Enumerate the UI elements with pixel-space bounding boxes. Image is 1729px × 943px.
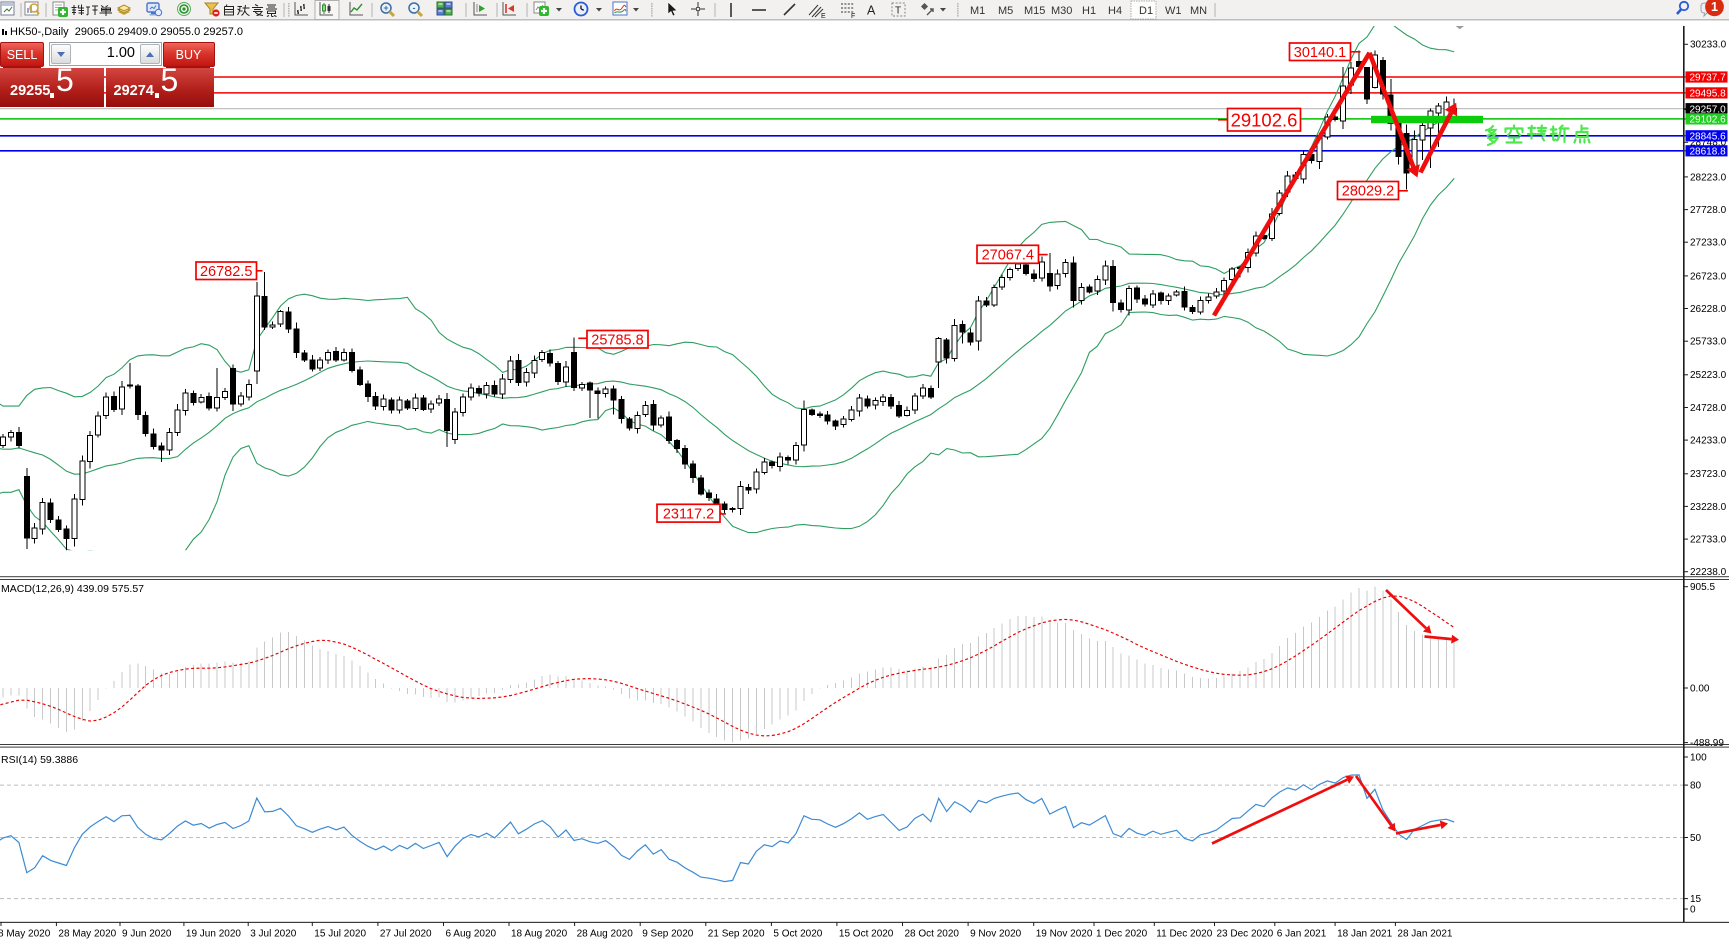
svg-text:8 May 2020: 8 May 2020 <box>0 929 51 940</box>
svg-text:15 Oct 2020: 15 Oct 2020 <box>839 929 894 940</box>
svg-text:30140.1: 30140.1 <box>1294 45 1346 61</box>
svg-text:19 Nov 2020: 19 Nov 2020 <box>1036 929 1093 940</box>
svg-text:27728.0: 27728.0 <box>1690 205 1727 216</box>
svg-text:28618.8: 28618.8 <box>1690 146 1727 157</box>
svg-text:50: 50 <box>1690 833 1702 844</box>
svg-text:24233.0: 24233.0 <box>1690 436 1727 447</box>
svg-text:RSI(14) 59.3886: RSI(14) 59.3886 <box>1 754 78 766</box>
svg-text:22238.0: 22238.0 <box>1690 567 1727 578</box>
svg-text:28 Aug 2020: 28 Aug 2020 <box>577 929 634 940</box>
svg-text:0.00: 0.00 <box>1690 683 1710 694</box>
svg-text:26723.0: 26723.0 <box>1690 271 1727 282</box>
svg-text:5 Oct 2020: 5 Oct 2020 <box>773 929 822 940</box>
svg-text:28029.2: 28029.2 <box>1342 184 1394 200</box>
svg-text:-488.99: -488.99 <box>1690 738 1724 749</box>
svg-text:6 Jan 2021: 6 Jan 2021 <box>1277 929 1327 940</box>
svg-text:H1: H1 <box>1082 5 1096 17</box>
svg-text:29737.7: 29737.7 <box>1690 73 1727 84</box>
svg-text:1 Dec 2020: 1 Dec 2020 <box>1096 929 1148 940</box>
svg-text:11 Dec 2020: 11 Dec 2020 <box>1156 929 1212 940</box>
svg-text:28 Oct 2020: 28 Oct 2020 <box>905 929 960 940</box>
svg-text:25733.0: 25733.0 <box>1690 337 1727 348</box>
svg-text:100: 100 <box>1690 752 1707 763</box>
svg-text:D1: D1 <box>1139 5 1153 17</box>
svg-text:1: 1 <box>1711 0 1718 14</box>
svg-text:T: T <box>895 6 901 17</box>
svg-text:29102.6: 29102.6 <box>1690 115 1727 126</box>
svg-text:27067.4: 27067.4 <box>982 248 1034 264</box>
svg-text:28748.0: 28748.0 <box>1690 138 1727 149</box>
svg-text:3 Jul 2020: 3 Jul 2020 <box>250 929 297 940</box>
svg-text:80: 80 <box>1690 781 1702 792</box>
svg-text:-: - <box>413 3 416 13</box>
svg-text:23228.0: 23228.0 <box>1690 502 1727 513</box>
svg-text:22733.0: 22733.0 <box>1690 535 1727 546</box>
svg-text:905.5: 905.5 <box>1690 582 1715 593</box>
svg-text:M15: M15 <box>1024 5 1045 17</box>
svg-text:28845.6: 28845.6 <box>1690 131 1727 142</box>
svg-text:30233.0: 30233.0 <box>1690 40 1727 51</box>
svg-text:HK50-,Daily 29065.0 29409.0 2: HK50-,Daily 29065.0 29409.0 29055.0 2925… <box>10 26 243 38</box>
svg-text:23117.2: 23117.2 <box>663 506 714 522</box>
svg-text:9 Nov 2020: 9 Nov 2020 <box>970 929 1022 940</box>
svg-text:E: E <box>821 13 826 20</box>
svg-text:25223.0: 25223.0 <box>1690 370 1727 381</box>
svg-text:23 Dec 2020: 23 Dec 2020 <box>1217 929 1274 940</box>
svg-text:26782.5: 26782.5 <box>200 264 252 280</box>
svg-text:23723.0: 23723.0 <box>1690 469 1727 480</box>
svg-text:MN: MN <box>1190 5 1207 17</box>
svg-text:29257.0: 29257.0 <box>1690 104 1727 115</box>
svg-text:M5: M5 <box>998 5 1013 17</box>
svg-text:27 Jul 2020: 27 Jul 2020 <box>380 929 432 940</box>
svg-text:M1: M1 <box>970 5 985 17</box>
svg-text:28 May 2020: 28 May 2020 <box>58 929 116 940</box>
svg-text:29495.8: 29495.8 <box>1690 89 1727 100</box>
svg-text:24728.0: 24728.0 <box>1690 403 1727 414</box>
svg-text:6 Aug 2020: 6 Aug 2020 <box>446 929 497 940</box>
svg-text:9 Sep 2020: 9 Sep 2020 <box>642 929 694 940</box>
svg-text:25785.8: 25785.8 <box>591 333 643 349</box>
svg-text:H4: H4 <box>1108 5 1122 17</box>
svg-text:M30: M30 <box>1051 5 1072 17</box>
svg-text:15 Jul 2020: 15 Jul 2020 <box>314 929 366 940</box>
svg-text:21 Sep 2020: 21 Sep 2020 <box>708 929 765 940</box>
svg-text:W1: W1 <box>1165 5 1182 17</box>
svg-text:29102.6: 29102.6 <box>1231 109 1298 130</box>
svg-text:0: 0 <box>1690 904 1696 915</box>
svg-text:A: A <box>867 4 876 18</box>
svg-text:15: 15 <box>1690 894 1702 905</box>
svg-text:9 Jun 2020: 9 Jun 2020 <box>122 929 172 940</box>
svg-text:+: + <box>383 3 388 13</box>
svg-text:18 Jan 2021: 18 Jan 2021 <box>1337 929 1392 940</box>
svg-text:28223.0: 28223.0 <box>1690 172 1727 183</box>
svg-text:28 Jan 2021: 28 Jan 2021 <box>1397 929 1452 940</box>
svg-text:27233.0: 27233.0 <box>1690 238 1727 249</box>
svg-text:MACD(12,26,9) 439.09 575.57: MACD(12,26,9) 439.09 575.57 <box>1 583 144 595</box>
svg-text:18 Aug 2020: 18 Aug 2020 <box>511 929 568 940</box>
svg-text:19 Jun 2020: 19 Jun 2020 <box>186 929 241 940</box>
svg-text:F: F <box>851 13 855 20</box>
svg-text:26228.0: 26228.0 <box>1690 304 1727 315</box>
